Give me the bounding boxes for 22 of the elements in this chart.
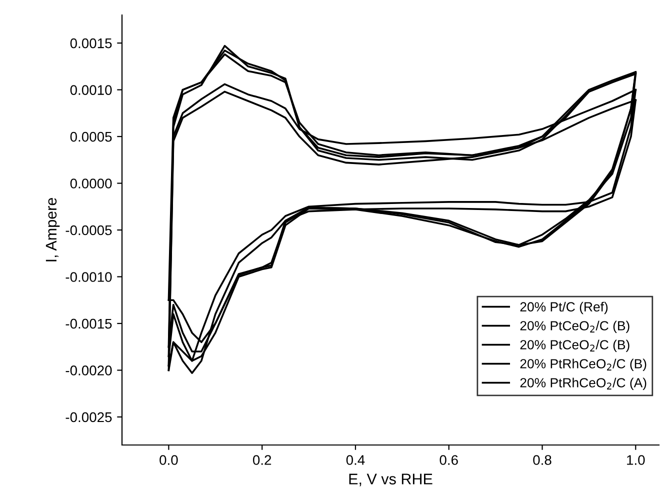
y-tick-label: 0.0005 (70, 132, 112, 142)
x-tick-label: 0.8 (533, 455, 552, 465)
x-tick-label: 0.6 (440, 455, 458, 465)
x-axis-title: E, V vs RHE (349, 474, 432, 486)
y-axis-title: I, Ampere (46, 198, 60, 262)
y-tick-label: -0.0020 (66, 366, 112, 376)
x-tick-label: 0.4 (346, 455, 365, 465)
y-tick-label: 0.0010 (70, 85, 112, 95)
x-tick-label: 0.0 (160, 455, 178, 465)
x-tick-label: 0.2 (252, 455, 272, 465)
y-tick-label: -0.0015 (66, 318, 112, 329)
legend-label: 20% Pt/C (Ref) (520, 302, 608, 314)
legend-label: 20% PtRhCeO$_{2}$/C (A) (520, 378, 646, 390)
y-tick-label: 0.0000 (70, 178, 112, 188)
y-tick-label: -0.0025 (66, 412, 112, 422)
y-tick-label: -0.0010 (66, 272, 112, 282)
y-tick-label: 0.0015 (70, 38, 112, 48)
x-tick-label: 1.0 (627, 455, 645, 465)
y-tick-label: -0.0005 (66, 225, 112, 236)
legend-label: 20% PtCeO$_{2}$/C (B) (520, 340, 630, 352)
legend-label: 20% PtCeO$_{2}$/C (B) (520, 320, 630, 334)
legend-label: 20% PtRhCeO$_{2}$/C (B) (520, 358, 646, 372)
